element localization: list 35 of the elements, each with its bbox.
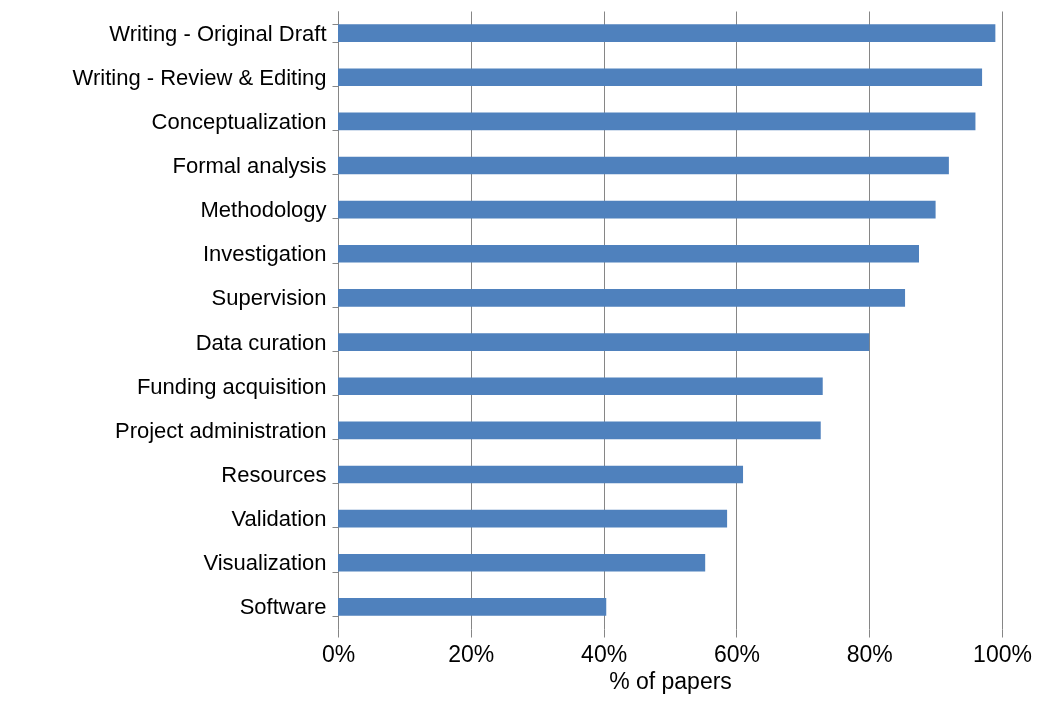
bar [338,156,949,175]
y-tick-label: Funding acquisition [136,373,327,399]
y-tick-label: Validation [231,506,327,532]
y-tick-label: Formal analysis [172,153,327,178]
bar [338,112,976,131]
bar [338,598,607,616]
bar [338,68,983,87]
x-tick-label: 100% [973,640,1032,667]
bar [338,24,996,42]
bar [338,244,919,263]
bar [338,333,870,351]
y-tick-label: Methodology [200,197,327,223]
bar [338,200,936,219]
y-tick-label: Supervision [211,285,327,311]
x-tick-label: 60% [713,640,760,667]
y-tick-label: Software [239,594,327,620]
y-tick-label: Data curation [195,329,327,355]
bar [338,465,744,484]
y-tick-label: Project administration [114,417,327,443]
bar [338,553,706,572]
y-tick-label: Visualization [203,550,327,576]
bar [338,377,823,396]
bar [338,421,821,440]
y-tick-label: Writing - Review & Editing [72,64,327,90]
x-tick-label: 40% [581,640,628,667]
x-tick-label: 80% [846,640,893,667]
bar [338,509,728,528]
y-tick-label: Writing - Original Draft [109,20,327,46]
y-tick-label: Conceptualization [151,108,327,134]
y-tick-label: Investigation [202,241,327,267]
x-tick-label: 0% [321,640,356,667]
x-tick-label: 20% [448,640,495,667]
bar [338,289,906,307]
x-axis-title: % of papers [609,667,732,694]
y-tick-label: Resources [221,462,327,487]
